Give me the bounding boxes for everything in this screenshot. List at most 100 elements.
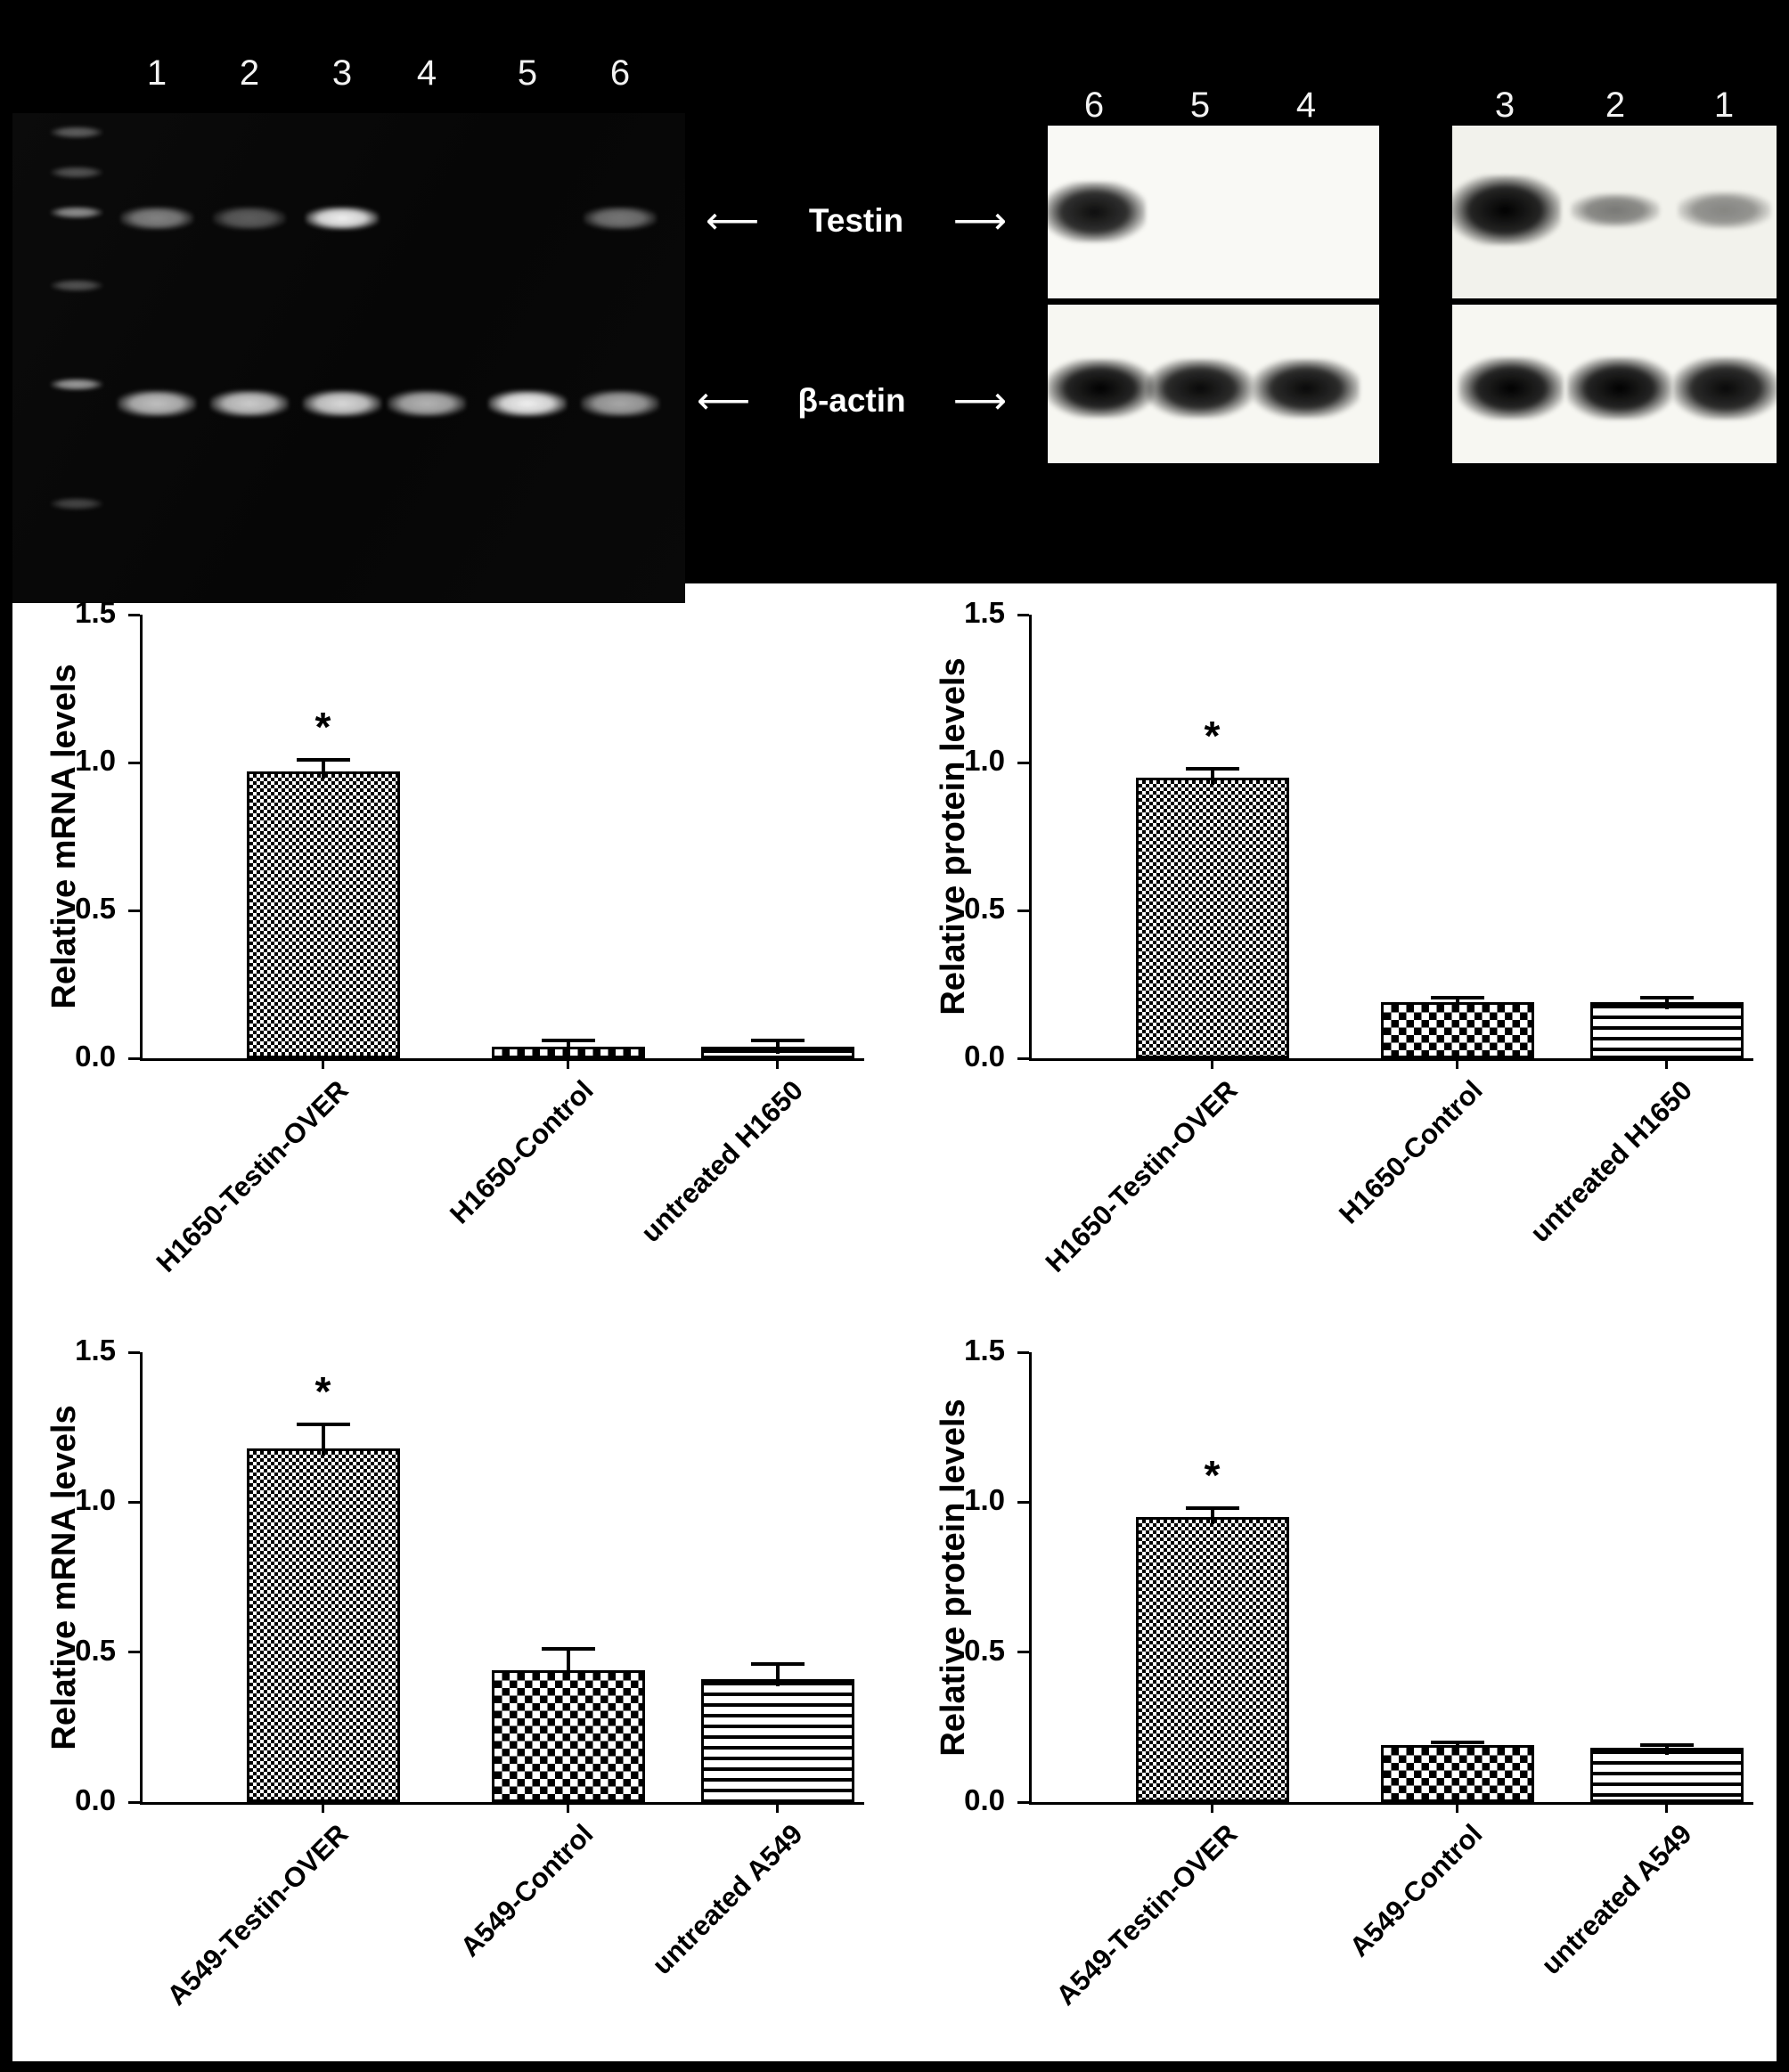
- gel-band: [213, 207, 286, 230]
- x-tick: [322, 1802, 324, 1813]
- bar: [246, 1448, 400, 1802]
- y-tick: [128, 909, 140, 912]
- gel-band: [51, 126, 102, 138]
- gel-lane-number: 3: [331, 53, 353, 93]
- gel-band: [51, 166, 102, 178]
- left-arrow-icon: ⟵: [697, 379, 751, 422]
- y-tick: [128, 613, 140, 616]
- testin-marker-row: ⟵ Testin ⟶: [706, 196, 1007, 246]
- y-tick: [128, 1350, 140, 1354]
- x-axis: [1029, 1058, 1753, 1061]
- error-bar-line: [321, 1423, 325, 1456]
- y-tick: [1017, 1800, 1029, 1804]
- error-bar-cap: [1639, 995, 1694, 999]
- y-tick: [1017, 1056, 1029, 1060]
- y-tick-label: 0.5: [75, 1633, 116, 1667]
- gel-band: [488, 390, 567, 417]
- y-tick: [1017, 761, 1029, 764]
- gel-band: [303, 390, 381, 417]
- x-tick: [1211, 1058, 1213, 1069]
- x-tick: [776, 1058, 780, 1069]
- y-axis: [140, 615, 143, 1061]
- gel-band: [120, 207, 193, 230]
- x-axis: [140, 1058, 864, 1061]
- testin-label: Testin: [808, 202, 904, 239]
- gel-band: [306, 207, 379, 230]
- error-bar-line: [775, 1040, 780, 1054]
- blot-testin-right: [1449, 126, 1777, 298]
- error-bar-line: [1664, 997, 1669, 1009]
- y-axis: [1029, 615, 1032, 1061]
- y-tick-label: 0.0: [964, 1783, 1005, 1816]
- error-bar-cap: [1639, 1743, 1694, 1748]
- beta-actin-marker-row: ⟵ β-actin ⟶: [697, 376, 1007, 426]
- category-label: A549-Testin-OVER: [1050, 1818, 1244, 2011]
- y-tick-label: 0.0: [75, 1040, 116, 1073]
- bar: [700, 1678, 854, 1802]
- error-bar-line: [1210, 768, 1214, 785]
- gel-band: [581, 390, 659, 417]
- gel-band: [584, 207, 657, 230]
- blot-lane-number: 1: [1713, 86, 1735, 125]
- y-tick-label: 0.5: [964, 1633, 1005, 1667]
- gel-lane-number: 4: [416, 53, 437, 93]
- x-tick: [776, 1802, 780, 1813]
- bar: [491, 1669, 645, 1802]
- blot-lane-number: 4: [1295, 86, 1317, 125]
- x-tick: [322, 1058, 324, 1069]
- category-label: untreated A549: [1535, 1818, 1698, 1981]
- y-axis: [140, 1352, 143, 1805]
- bar: [1135, 1517, 1289, 1802]
- bar: [1589, 1748, 1744, 1802]
- y-tick-label: 1.0: [964, 744, 1005, 777]
- y-tick-label: 0.0: [75, 1783, 116, 1816]
- x-tick: [1665, 1802, 1669, 1813]
- bar: [1135, 777, 1289, 1058]
- error-bar-line: [1455, 997, 1459, 1009]
- blot-actin-left: [1047, 305, 1379, 463]
- right-arrow-icon: ⟶: [952, 199, 1007, 242]
- y-tick: [128, 1800, 140, 1804]
- category-label: untreated A549: [646, 1818, 809, 1981]
- blot-band: [1253, 359, 1360, 418]
- y-tick-label: 1.5: [964, 1334, 1005, 1366]
- blot-band: [1042, 182, 1146, 242]
- blot-actin-right: [1452, 305, 1778, 463]
- error-bar-line: [1455, 1742, 1459, 1753]
- y-tick: [1017, 1500, 1029, 1504]
- right-arrow-icon: ⟶: [952, 379, 1007, 422]
- error-bar-cap: [296, 1422, 350, 1426]
- y-tick-label: 1.5: [75, 1334, 116, 1366]
- bar: [1380, 1001, 1534, 1058]
- y-tick-label: 1.5: [964, 596, 1005, 629]
- y-tick: [128, 1651, 140, 1654]
- error-bar-line: [321, 759, 325, 779]
- x-tick: [567, 1058, 570, 1069]
- blot-testin-left: [1042, 126, 1379, 298]
- chart-a549-mrna: 0.0 0.5 1.0 1.5 Relative mRNA levels * A549-Te…: [9, 1334, 891, 2063]
- gel-band: [51, 497, 102, 510]
- beta-actin-label: β-actin: [797, 382, 906, 419]
- category-label: A549-Control: [1344, 1818, 1489, 1963]
- category-label: H1650-Testin-OVER: [1039, 1074, 1244, 1278]
- gel-band: [51, 378, 102, 390]
- y-axis-label: Relative protein levels: [935, 1398, 972, 1757]
- gel-lane-number: 1: [146, 53, 167, 93]
- category-label: A549-Testin-OVER: [160, 1818, 355, 2011]
- y-tick: [1017, 613, 1029, 616]
- category-label: H1650-Control: [444, 1074, 600, 1230]
- blot-band: [1458, 357, 1564, 420]
- blot-band: [1571, 193, 1660, 227]
- y-axis-label: Relative protein levels: [935, 657, 972, 1016]
- y-tick-label: 0.5: [964, 892, 1005, 925]
- blot-band: [1147, 359, 1254, 418]
- y-tick: [128, 1500, 140, 1504]
- blot-band: [1567, 357, 1672, 420]
- category-label: H1650-Testin-OVER: [150, 1074, 355, 1278]
- bar: [1589, 1001, 1744, 1058]
- y-tick-label: 1.0: [964, 1483, 1005, 1517]
- error-bar-line: [1210, 1508, 1214, 1525]
- error-bar-cap: [296, 757, 350, 762]
- error-bar-line: [566, 1040, 570, 1054]
